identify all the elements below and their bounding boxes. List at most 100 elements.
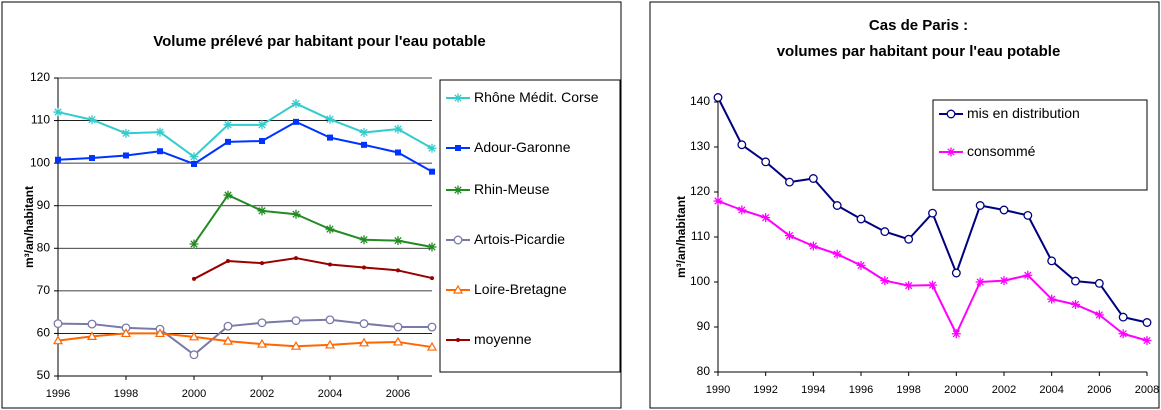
marker bbox=[223, 321, 233, 331]
marker bbox=[123, 152, 129, 159]
y-tick-label: 80 bbox=[697, 364, 711, 378]
marker bbox=[120, 328, 132, 338]
marker bbox=[427, 242, 437, 252]
y-tick-label: 110 bbox=[691, 229, 710, 243]
marker bbox=[290, 340, 302, 350]
y-tick-label: 90 bbox=[37, 198, 51, 212]
marker bbox=[325, 114, 335, 124]
marker bbox=[946, 109, 956, 119]
marker bbox=[808, 241, 818, 251]
chart-frame bbox=[649, 1, 1160, 409]
marker bbox=[222, 335, 234, 345]
marker bbox=[427, 322, 437, 332]
marker bbox=[785, 177, 794, 187]
marker bbox=[928, 208, 937, 218]
marker bbox=[257, 120, 267, 130]
series-line bbox=[57, 102, 433, 158]
marker bbox=[293, 118, 299, 125]
marker bbox=[975, 277, 985, 287]
y-tick-label: 70 bbox=[37, 283, 51, 297]
marker bbox=[52, 335, 64, 345]
marker bbox=[393, 322, 403, 332]
marker bbox=[53, 319, 63, 329]
marker bbox=[904, 281, 914, 291]
chart-title: Cas de Paris : bbox=[869, 17, 968, 34]
x-tick-label: 2004 bbox=[318, 388, 342, 400]
marker bbox=[999, 276, 1009, 286]
x-tick-label: 2006 bbox=[1087, 384, 1111, 396]
legend-label: Rhin-Meuse bbox=[474, 181, 550, 197]
marker bbox=[294, 256, 298, 261]
marker bbox=[260, 261, 264, 266]
marker bbox=[191, 160, 197, 167]
marker bbox=[395, 149, 401, 156]
x-tick-label: 2004 bbox=[1039, 384, 1063, 396]
marker bbox=[426, 341, 438, 351]
series-line bbox=[193, 194, 433, 248]
marker bbox=[393, 236, 403, 246]
marker bbox=[225, 138, 231, 145]
marker bbox=[455, 145, 461, 151]
y-tick-label: 110 bbox=[31, 113, 50, 127]
chart-subtitle: volumes par habitant pour l'eau potable bbox=[777, 43, 1061, 60]
marker bbox=[362, 265, 366, 270]
marker bbox=[1094, 310, 1104, 320]
y-tick-label: 100 bbox=[30, 155, 50, 169]
marker bbox=[359, 319, 369, 329]
marker bbox=[856, 260, 866, 270]
marker bbox=[259, 138, 265, 145]
marker bbox=[53, 107, 63, 117]
marker bbox=[55, 156, 61, 163]
marker bbox=[192, 276, 196, 281]
marker bbox=[808, 174, 818, 183]
marker bbox=[430, 276, 434, 281]
y-tick-label: 60 bbox=[37, 326, 51, 340]
marker bbox=[880, 227, 890, 237]
marker bbox=[928, 280, 937, 290]
marker bbox=[713, 93, 723, 102]
y-tick-label: 50 bbox=[37, 368, 51, 382]
legend-box bbox=[932, 99, 1148, 191]
marker bbox=[154, 328, 166, 338]
x-tick-label: 2002 bbox=[992, 384, 1016, 396]
marker bbox=[86, 331, 98, 341]
marker bbox=[456, 338, 460, 342]
marker bbox=[453, 93, 463, 103]
marker bbox=[157, 148, 163, 155]
marker bbox=[87, 319, 97, 329]
marker bbox=[223, 120, 233, 130]
x-tick-label: 2006 bbox=[386, 388, 410, 400]
y-axis-label: m³/an/habitant bbox=[22, 186, 36, 268]
marker bbox=[1023, 210, 1033, 220]
x-tick-label: 2000 bbox=[944, 384, 968, 396]
legend-label: Rhône Médit. Corse bbox=[474, 89, 599, 105]
marker bbox=[737, 140, 747, 150]
x-tick-label: 1996 bbox=[46, 388, 70, 400]
marker bbox=[1094, 278, 1104, 288]
x-tick-label: 1998 bbox=[114, 388, 138, 400]
marker bbox=[951, 268, 961, 278]
marker bbox=[291, 316, 301, 326]
legend-label: consommé bbox=[967, 143, 1036, 159]
marker bbox=[1142, 318, 1152, 327]
x-tick-label: 1998 bbox=[896, 384, 920, 396]
marker bbox=[1142, 336, 1152, 345]
marker bbox=[1118, 329, 1128, 339]
y-tick-label: 80 bbox=[37, 240, 51, 254]
x-tick-label: 1992 bbox=[753, 384, 777, 396]
y-tick-label: 130 bbox=[690, 139, 710, 153]
marker bbox=[713, 196, 723, 206]
marker bbox=[785, 231, 794, 241]
marker bbox=[832, 201, 842, 210]
marker bbox=[946, 147, 956, 157]
marker bbox=[155, 127, 165, 137]
marker bbox=[121, 128, 131, 138]
marker bbox=[951, 329, 961, 339]
marker bbox=[880, 276, 890, 286]
y-tick-label: 100 bbox=[690, 274, 710, 288]
marker bbox=[452, 284, 464, 294]
x-tick-label: 2002 bbox=[250, 388, 274, 400]
marker bbox=[358, 337, 370, 347]
